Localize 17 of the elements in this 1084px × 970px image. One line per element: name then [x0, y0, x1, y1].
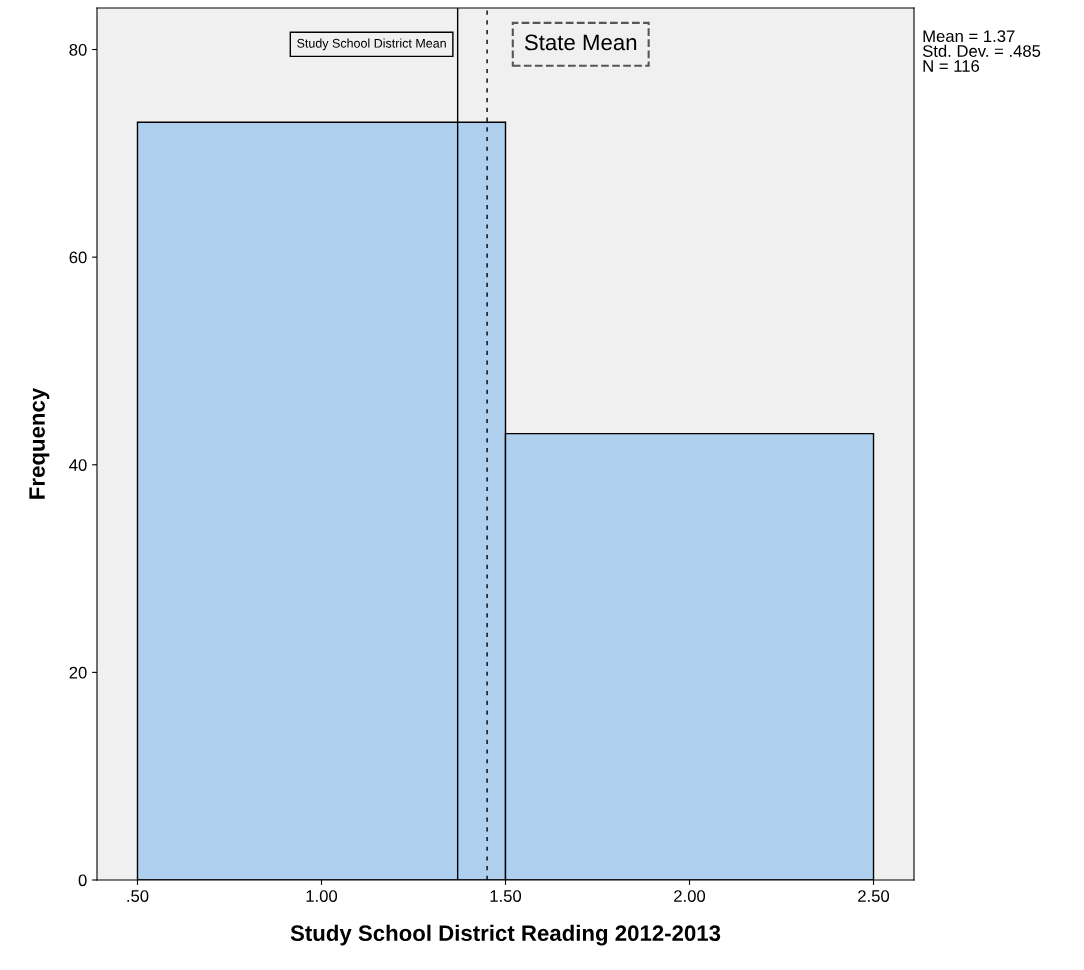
x-tick-label: 1.00 — [306, 890, 338, 902]
y-tick-label: 80 — [69, 43, 87, 56]
x-tick-label: 2.50 — [858, 890, 890, 902]
text: N = 116 — [923, 60, 980, 72]
ref-line-label: Study School District Mean — [297, 38, 446, 51]
x-tick-label: 2.00 — [674, 890, 706, 902]
y-tick-label: 20 — [69, 666, 87, 679]
x-tick-label: .50 — [127, 890, 149, 902]
x-tick-label: 1.50 — [490, 890, 522, 902]
y-axis-title: Frequency — [29, 387, 50, 499]
y-tick-label: 40 — [69, 459, 87, 471]
y-tick-label: 60 — [69, 251, 87, 264]
text: Std. Dev. = .485 — [922, 44, 1041, 57]
y-tick-label: 0 — [78, 874, 87, 887]
x-axis-title: Study School District Reading 2012-2013 — [290, 924, 721, 946]
text: Mean = 1.37 — [923, 30, 1015, 43]
ref-line-label: State Mean — [524, 34, 637, 51]
